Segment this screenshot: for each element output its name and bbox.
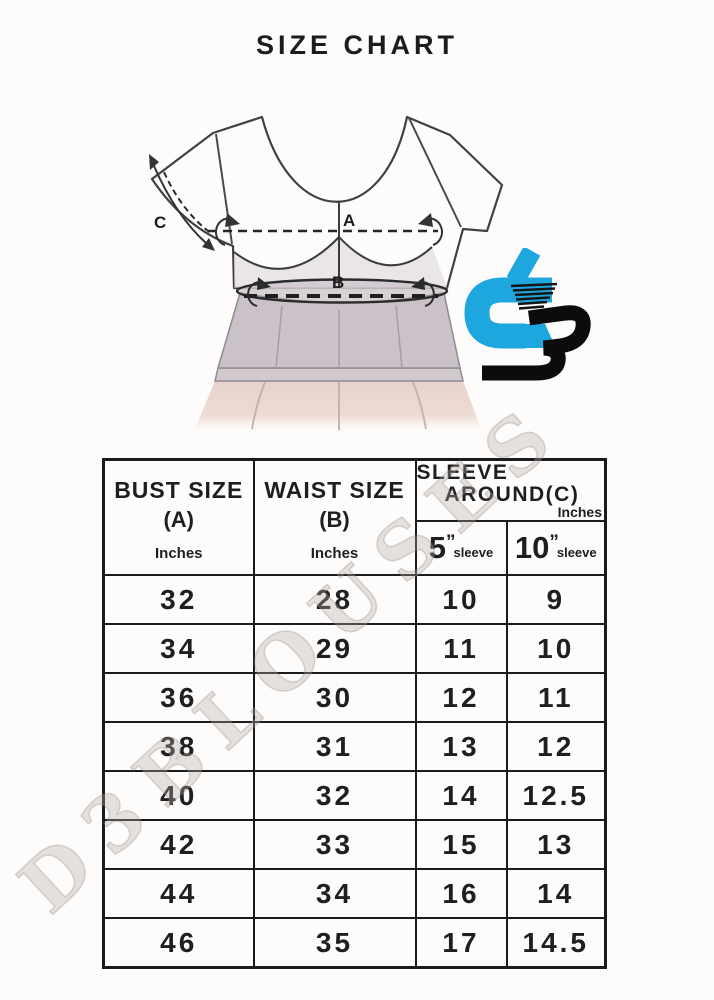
skirt-upper-seams: [275, 305, 403, 369]
waist-value: 28: [252, 574, 417, 625]
sleeve-header-line1: SLEEVE: [416, 461, 509, 484]
sleeve-10-word: sleeve: [556, 544, 597, 560]
table-row: 44 34 16 14: [102, 868, 607, 919]
bust-size-header: BUST SIZE (A) Inches: [102, 458, 255, 576]
waist-hook-right-arrow: [411, 277, 425, 290]
bust-value: 32: [102, 574, 255, 625]
sleeve-10-header: 10 ” sleeve: [505, 520, 607, 576]
bodice-tint: [234, 237, 447, 288]
waist-hook-left-arrow: [257, 277, 271, 290]
waist-header-title: WAIST SIZE: [264, 477, 405, 503]
sleeve10-value: 12: [505, 721, 607, 772]
underbust-arcs: [233, 236, 433, 270]
sleeve10-value: 14.5: [505, 917, 607, 969]
table-row: 36 30 12 11: [102, 672, 607, 723]
waist-size-header: WAIST SIZE (B) Inches: [252, 458, 417, 576]
sleeve10-value: 13: [505, 819, 607, 870]
sleeve-arrow-top: [149, 154, 159, 170]
bust-header-unit: Inches: [154, 545, 203, 562]
sleeve10-value: 11: [505, 672, 607, 723]
table-row: 46 35 17 14.5: [102, 917, 607, 969]
logo-d-ring: [464, 277, 552, 349]
sleeve5-value: 10: [414, 574, 508, 625]
bust-label: A: [343, 211, 355, 230]
waist-value: 33: [252, 819, 417, 870]
sleeve-10-inch-mark: ”: [549, 531, 558, 553]
sleeve-header-code: (C): [545, 483, 580, 506]
sleeve5-value: 16: [414, 868, 508, 919]
waist-value: 31: [252, 721, 417, 772]
sleeve-5-wrap: 5 ” sleeve: [417, 529, 506, 565]
sleeve5-value: 15: [414, 819, 508, 870]
sleeve-header-around: AROUND: [444, 483, 546, 506]
logo-d-ascender: [506, 248, 541, 286]
blouse-measurement-diagram: A B C: [149, 115, 504, 431]
sleeve-10-wrap: 10 ” sleeve: [508, 529, 605, 565]
sleeve10-value: 10: [505, 623, 607, 674]
bust-hook-right-arrow: [418, 213, 433, 227]
sleeve10-value: 9: [505, 574, 607, 625]
sleeve-5-header: 5 ” sleeve: [414, 520, 508, 576]
waist-header-code: (B): [319, 507, 350, 532]
sleeve-around-header: SLEEVE AROUND(C) Inches: [414, 458, 607, 522]
sleeve10-value: 12.5: [505, 770, 607, 821]
waist-value: 35: [252, 917, 417, 969]
table-row: 40 32 14 12.5: [102, 770, 607, 821]
waist-value: 32: [252, 770, 417, 821]
skirt-band: [214, 367, 464, 382]
sleeve-arrow-line: [153, 165, 207, 244]
waist-value: 29: [252, 623, 417, 674]
bust-value: 34: [102, 623, 255, 674]
sleeve5-value: 11: [414, 623, 508, 674]
sleeve5-value: 17: [414, 917, 508, 969]
header-row-1: BUST SIZE (A) Inches WAIST SIZE (B) Inch…: [102, 458, 607, 576]
table-row: 34 29 11 10: [102, 623, 607, 674]
bust-value: 40: [102, 770, 255, 821]
sleeve-dashed-line: [163, 171, 213, 235]
table-row: 42 33 15 13: [102, 819, 607, 870]
sleeve-5-inch-mark: ”: [445, 531, 455, 553]
bust-value: 46: [102, 917, 255, 969]
sleeve10-value: 14: [505, 868, 607, 919]
bust-value: 36: [102, 672, 255, 723]
waist-header-unit: Inches: [310, 545, 359, 562]
bust-header-code: (A): [163, 507, 195, 532]
bust-header-title: BUST SIZE: [114, 477, 244, 503]
waist-value: 34: [252, 868, 417, 919]
table-row: 32 28 10 9: [102, 574, 607, 625]
sleeve-5-word: sleeve: [453, 544, 494, 560]
header-row-2: 5 ” sleeve 10 ” sleeve: [104, 520, 607, 576]
logo-3-shape: [482, 305, 591, 381]
skirt-lower-seams: [251, 381, 427, 430]
sleeve5-value: 14: [414, 770, 508, 821]
sleeve-header-line2: AROUND(C): [417, 483, 605, 507]
bodice-outline: [150, 115, 504, 290]
bust-value: 38: [102, 721, 255, 772]
sleeve-10-number: 10: [514, 529, 550, 565]
bust-value: 42: [102, 819, 255, 870]
sleeve-5-number: 5: [428, 529, 446, 565]
sleeve-arrow-bottom: [202, 238, 215, 251]
logo-hatch-lines: [510, 282, 558, 310]
sleeve-header-unit: Inches: [557, 504, 603, 520]
waist-value: 30: [252, 672, 417, 723]
waist-label: B: [332, 273, 344, 292]
waist-ellipse: [235, 278, 449, 304]
page-title: SIZE CHART: [256, 30, 458, 60]
sleeve-label: C: [154, 213, 166, 232]
sleeve5-value: 12: [414, 672, 508, 723]
table-row: 38 31 13 12: [102, 721, 607, 772]
d3-logo: [464, 248, 591, 381]
bust-hook-left-arrow: [225, 213, 240, 227]
size-table: BUST SIZE (A) Inches WAIST SIZE (B) Inch…: [102, 458, 608, 969]
bust-value: 44: [102, 868, 255, 919]
sleeve5-value: 13: [414, 721, 508, 772]
